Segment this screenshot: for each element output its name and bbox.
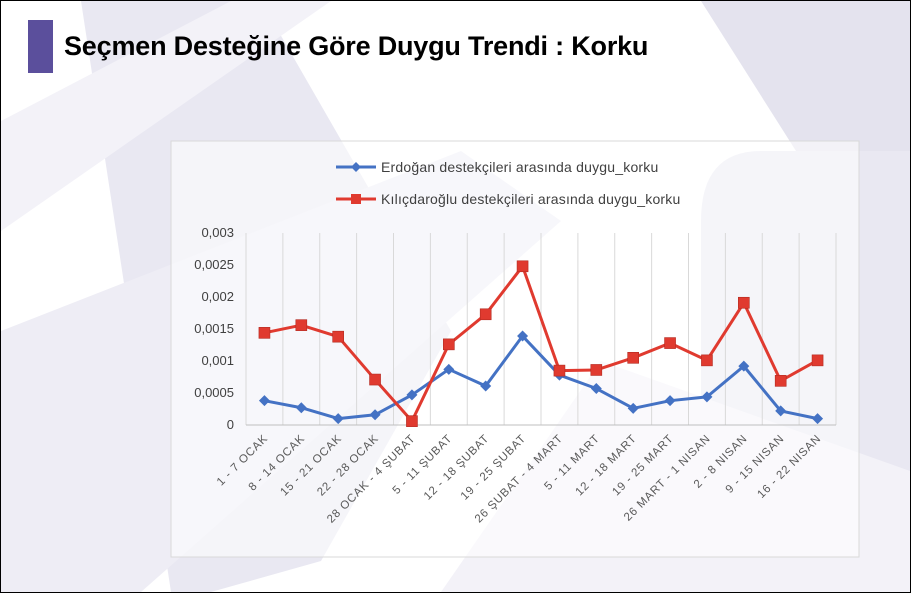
- data-point: [480, 380, 492, 392]
- gridlines: [245, 233, 837, 425]
- data-point: [775, 405, 787, 417]
- series-group: [258, 260, 824, 427]
- data-point: [516, 260, 529, 273]
- y-axis-ticks: 0 0,0005 0,001 0,0015 0,002 0,0025 0,003: [194, 225, 234, 432]
- data-point: [295, 402, 307, 414]
- data-point: [258, 395, 270, 407]
- data-point: [406, 415, 418, 427]
- legend-item: Erdoğan destekçileri arasında duygu_kork…: [336, 159, 658, 175]
- chart-area: [170, 140, 860, 558]
- data-point: [590, 364, 603, 376]
- data-point: [664, 337, 676, 349]
- legend-marker: [351, 194, 361, 204]
- data-point: [811, 354, 824, 367]
- data-point: [332, 413, 344, 425]
- data-point: [406, 389, 418, 401]
- page-title: Seçmen Desteğine Göre Duygu Trendi : Kor…: [64, 31, 649, 61]
- legend-label: Kılıçdaroğlu destekçileri arasında duygu…: [381, 191, 680, 207]
- data-point: [701, 354, 713, 367]
- data-point: [553, 364, 566, 377]
- y-tick-label: 0,003: [201, 225, 234, 240]
- series-kilicdaroglu: [258, 260, 824, 427]
- data-point: [701, 391, 713, 403]
- series-erdogan: [258, 330, 824, 425]
- data-point: [590, 383, 602, 395]
- legend: Erdoğan destekçileri arasında duygu_kork…: [336, 159, 680, 207]
- data-point: [627, 351, 639, 364]
- y-tick-label: 0,0005: [194, 385, 234, 400]
- data-point: [738, 360, 750, 372]
- title-accent-bar: [28, 20, 53, 73]
- legend-marker: [351, 162, 361, 172]
- series-line: [264, 264, 819, 423]
- y-tick-label: 0,0015: [194, 321, 234, 336]
- data-point: [369, 373, 381, 386]
- data-point: [664, 395, 676, 407]
- data-point: [443, 363, 455, 375]
- data-point: [517, 330, 529, 342]
- data-point: [738, 296, 750, 309]
- series-line: [264, 334, 818, 421]
- data-point: [479, 308, 492, 321]
- data-point: [258, 327, 271, 339]
- legend-label: Erdoğan destekçileri arasında duygu_kork…: [381, 159, 658, 175]
- data-point: [774, 375, 787, 387]
- y-tick-label: 0,001: [201, 353, 234, 368]
- y-tick-label: 0,002: [201, 289, 234, 304]
- y-tick-label: 0,0025: [194, 257, 234, 272]
- data-point: [812, 413, 824, 425]
- data-point: [369, 409, 381, 421]
- data-point: [627, 402, 639, 414]
- data-point: [443, 338, 455, 351]
- data-point: [332, 330, 344, 343]
- data-point: [295, 319, 308, 331]
- legend-item: Kılıçdaroğlu destekçileri arasında duygu…: [336, 191, 680, 207]
- y-tick-label: 0: [227, 417, 234, 432]
